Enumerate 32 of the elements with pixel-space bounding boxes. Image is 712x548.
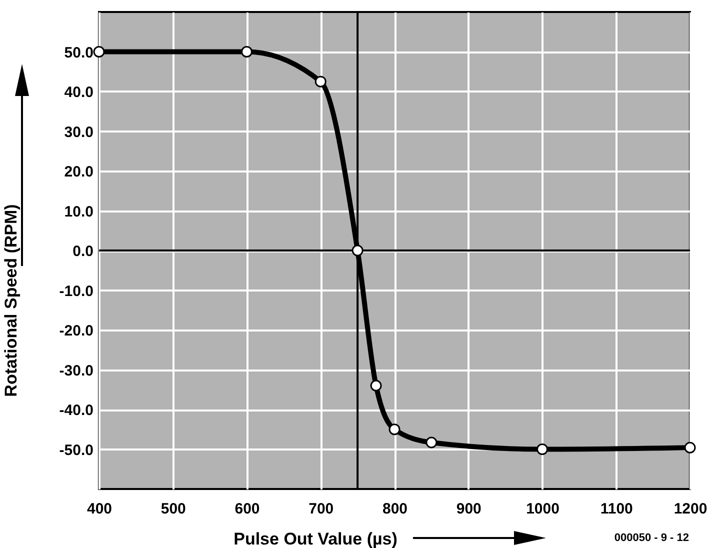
y-tick-label: -30.0 bbox=[59, 362, 94, 380]
y-tick-label: -40.0 bbox=[59, 402, 94, 419]
y-tick-label: 50.0 bbox=[64, 44, 94, 62]
y-tick-label: -10.0 bbox=[59, 282, 94, 300]
x-tick-label: 1000 bbox=[526, 500, 560, 518]
x-tick-label: 600 bbox=[234, 500, 260, 518]
point bbox=[426, 436, 438, 448]
y-tick-label: 10.0 bbox=[64, 203, 94, 220]
text: 000050 - 9 - 12 bbox=[614, 532, 689, 544]
y-tick-label: -50.0 bbox=[59, 442, 94, 459]
point bbox=[536, 444, 548, 455]
x-tick-label: 900 bbox=[456, 500, 482, 518]
y-tick-label: 30.0 bbox=[64, 124, 94, 141]
y-tick-label: 20.0 bbox=[64, 164, 94, 180]
point bbox=[370, 380, 382, 392]
y-axis-title: Rotational Speed (RPM) bbox=[2, 204, 20, 397]
y-tick-label: -20.0 bbox=[59, 322, 94, 340]
point bbox=[684, 442, 696, 454]
x-tick-label: 700 bbox=[308, 500, 334, 518]
x-tick-label: 800 bbox=[382, 500, 408, 518]
x-tick-label: 400 bbox=[86, 500, 112, 518]
x-tick-label: 1200 bbox=[674, 500, 708, 518]
point bbox=[388, 424, 400, 436]
x-tick-label: 500 bbox=[160, 500, 186, 518]
x-tick-label: 1100 bbox=[600, 500, 633, 518]
y-tick-label: 0.0 bbox=[72, 243, 94, 260]
y-tick-label: 40.0 bbox=[64, 84, 94, 101]
point bbox=[241, 46, 252, 58]
x-axis-title: Pulse Out Value (µs) bbox=[234, 530, 398, 548]
point bbox=[314, 76, 326, 88]
point bbox=[93, 46, 105, 58]
point bbox=[352, 244, 364, 256]
